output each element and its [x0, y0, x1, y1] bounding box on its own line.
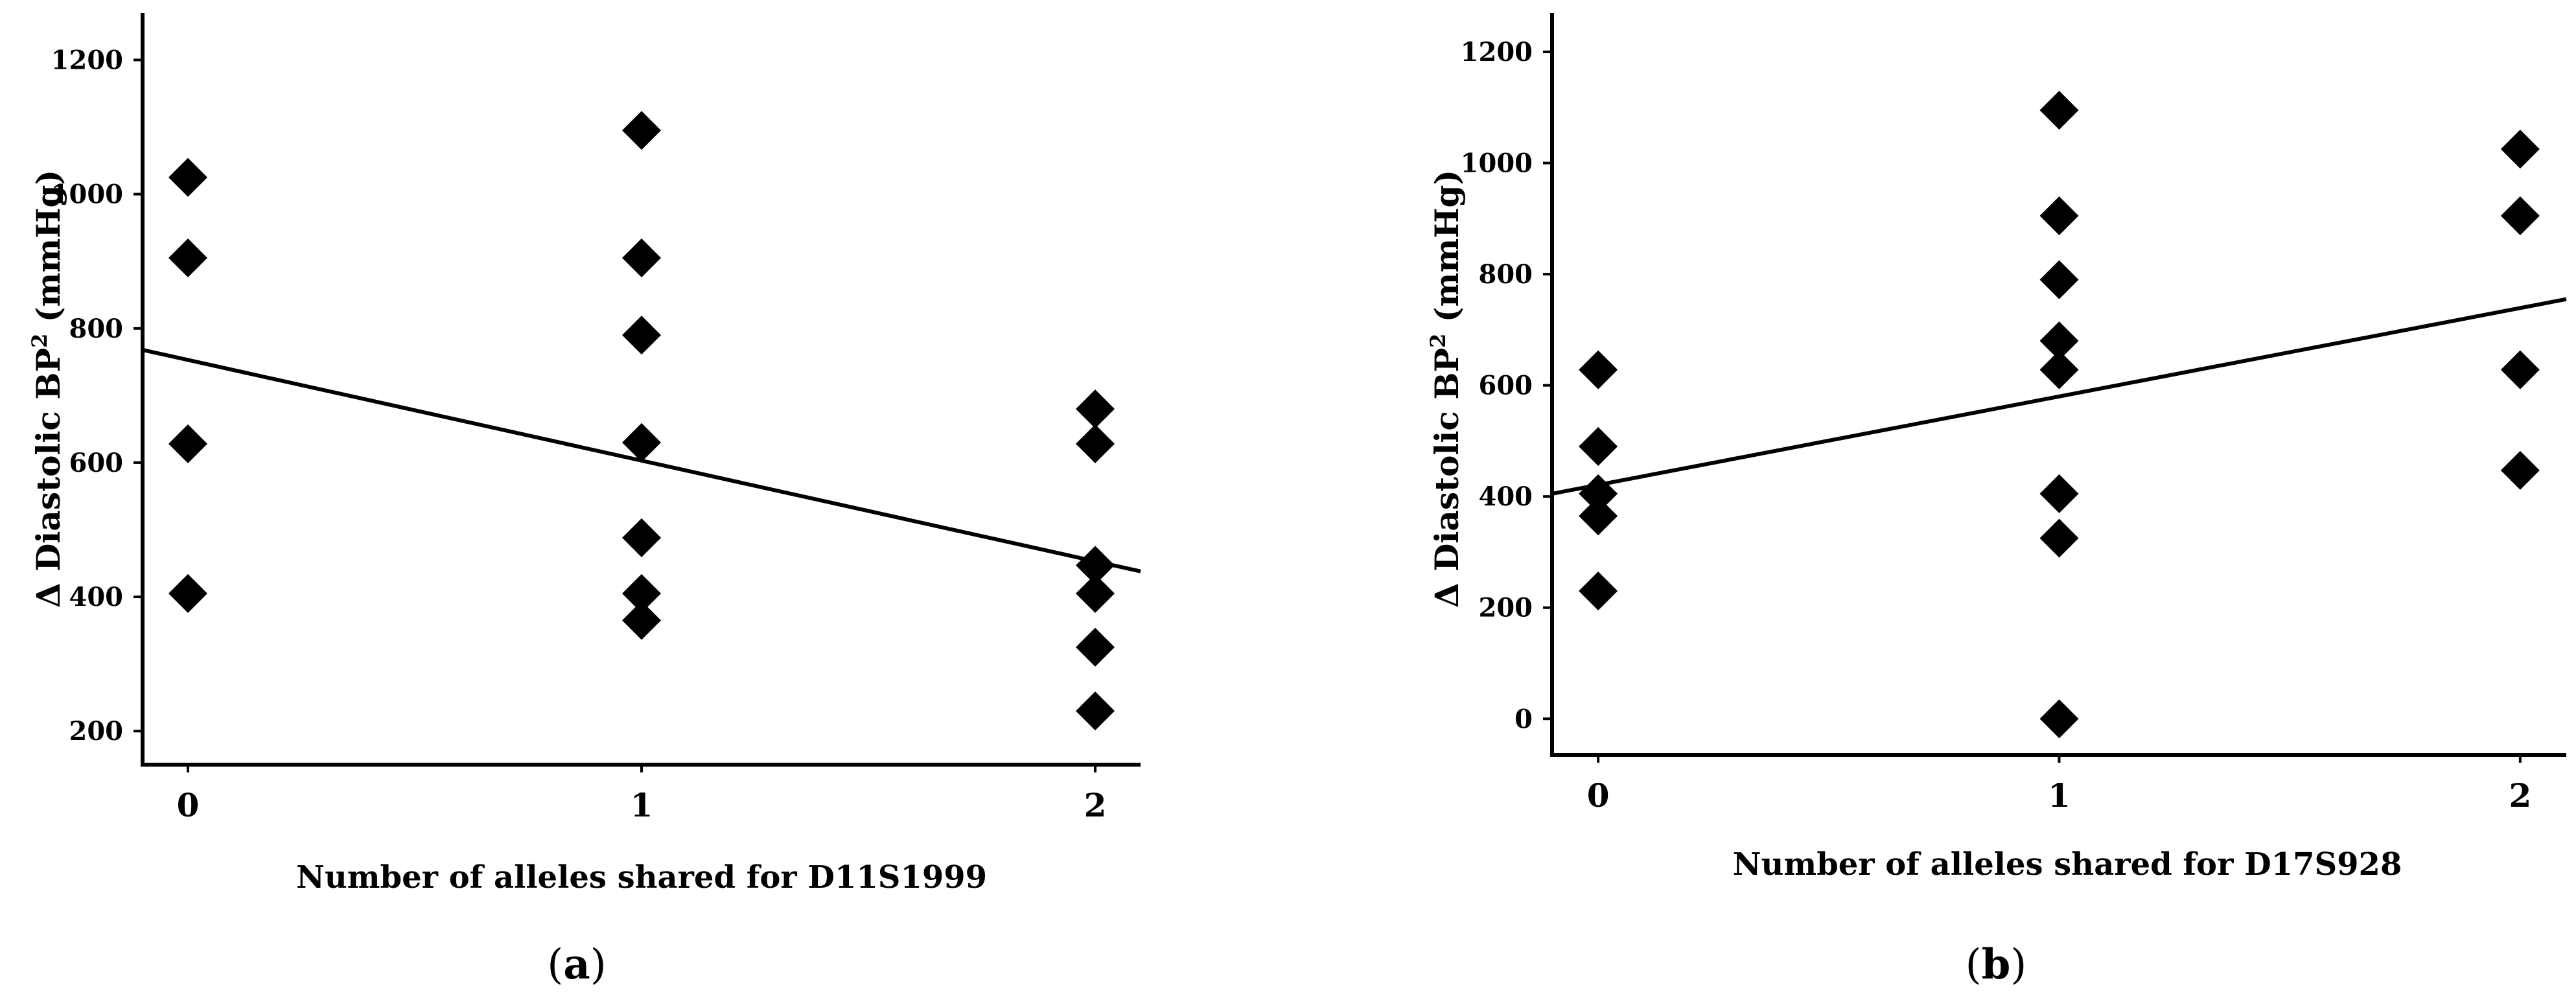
- data-point: [1579, 474, 1618, 513]
- y-tick-label: 1200: [51, 45, 123, 76]
- x-axis-label: Number of alleles shared for D11S1999: [296, 859, 987, 896]
- data-point: [1076, 627, 1115, 667]
- chart-panel-a: 200 400 600 800 1000 1200 0 1 2 Number of alleles…: [27, 13, 1141, 989]
- y-tick-label: 600: [69, 448, 124, 478]
- y-tick-label: 200: [69, 716, 124, 747]
- data-point: [1579, 496, 1618, 536]
- data-point: [622, 422, 661, 462]
- data-point: [2039, 518, 2079, 558]
- panel-label: (a): [547, 940, 606, 989]
- data-point: [2039, 196, 2079, 236]
- data-point: [2039, 91, 2079, 130]
- data-point: [1076, 691, 1115, 731]
- x-tick-label: 0: [177, 786, 200, 824]
- data-point: [622, 238, 661, 278]
- x-axis-label: Number of alleles shared for D17S928: [1733, 846, 2402, 883]
- data-point: [2039, 350, 2079, 389]
- data-point: [2500, 196, 2540, 236]
- data-point: [1579, 350, 1618, 389]
- y-axis-label: Δ Diastolic BP2 (mmHg): [27, 170, 67, 608]
- data-point: [622, 601, 661, 640]
- data-point: [1579, 571, 1618, 610]
- y-tick-label: 400: [1479, 481, 1533, 512]
- x-tick-label: 0: [1587, 776, 1610, 815]
- data-point: [2500, 350, 2540, 389]
- data-point: [168, 238, 207, 278]
- y-tick-label: 600: [1479, 371, 1533, 401]
- data-point: [1076, 573, 1115, 613]
- data-point: [1579, 426, 1618, 466]
- y-tick-label: 1000: [51, 179, 123, 210]
- y-tick-label: 1000: [1461, 148, 1533, 179]
- x-tick-label: 2: [2509, 776, 2531, 815]
- data-point: [2039, 321, 2079, 361]
- y-tick-label: 800: [1479, 259, 1533, 290]
- y-tick-label: 800: [69, 314, 124, 344]
- data-point: [2500, 130, 2540, 169]
- y-tick-label: 400: [69, 582, 124, 612]
- data-point: [622, 518, 661, 557]
- y-axis-label: Δ Diastolic BP2 (mmHg): [1426, 170, 1466, 608]
- data-point: [2500, 450, 2540, 490]
- data-point: [622, 316, 661, 355]
- data-point: [622, 111, 661, 150]
- chart-panel-b: 0 200 400 600 800 1000 1200 0 1 2 Number of allele…: [1426, 13, 2567, 989]
- x-tick-label: 2: [1084, 786, 1107, 824]
- data-point: [1076, 424, 1115, 463]
- x-tick-label: 1: [631, 786, 653, 824]
- data-point: [2039, 474, 2079, 513]
- y-tick-label: 0: [1514, 704, 1533, 734]
- data-point: [1076, 546, 1115, 585]
- data-point: [2039, 260, 2079, 299]
- y-tick-label: 200: [1479, 593, 1533, 623]
- trend-line: [1551, 297, 2567, 496]
- data-point: [168, 157, 207, 197]
- data-point: [622, 573, 661, 613]
- data-point: [168, 424, 207, 463]
- data-point: [168, 573, 207, 613]
- data-point: [2039, 699, 2079, 739]
- x-tick-label: 1: [2048, 776, 2071, 815]
- data-point: [1076, 389, 1115, 429]
- y-tick-label: 1200: [1461, 37, 1533, 67]
- panel-label: (b): [1966, 940, 2027, 989]
